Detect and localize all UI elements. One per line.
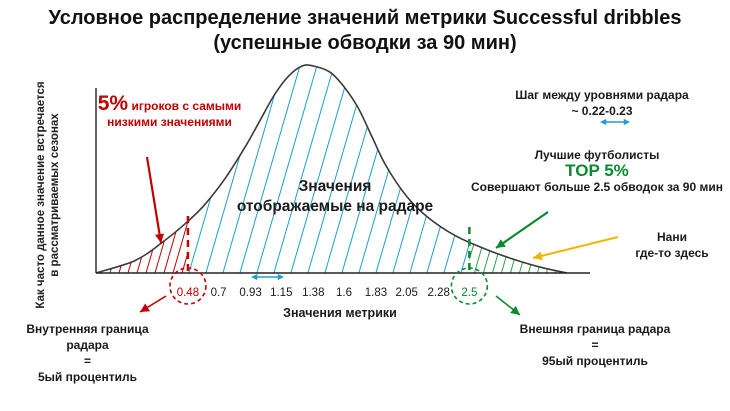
main-hatch-line (290, 65, 352, 273)
main-hatch-line (2, 66, 62, 273)
top-players-arrow (495, 211, 549, 249)
main-region (0, 65, 470, 273)
main-hatch-line (307, 65, 369, 273)
step-annotation: Шаг между уровнями радара ~ 0.22-0.23 (502, 87, 702, 119)
main-hatch-line (0, 66, 28, 273)
x-axis-label: Значения метрики (283, 306, 397, 320)
x-tick-label: 2.05 (396, 287, 418, 299)
top-hatch-line (276, 66, 336, 273)
top-hatch-line (348, 66, 408, 273)
player-location: где-то здесь (635, 246, 709, 260)
low-percent-arrow (145, 156, 163, 244)
x-tick-label: 1.38 (302, 287, 324, 299)
x-tick-labels: 0.48 0.7 0.93 1.15 1.38 1.6 1.83 2.05 2.28 2.5 (177, 287, 478, 299)
outer-bound-3: 95ый процентиль (542, 354, 648, 368)
low-hatch-line (11, 66, 71, 273)
upper-bound-circle (450, 267, 489, 305)
arrow-head (600, 118, 607, 126)
arrow-head (510, 305, 520, 315)
low-hatch-line (0, 66, 35, 273)
top-players-3: Совершают больше 2.5 обводок за 90 мин (471, 180, 723, 194)
top-players-2: TOP 5% (565, 161, 629, 180)
top-hatch-line (330, 66, 390, 273)
x-tick-label: 0.48 (177, 287, 199, 299)
arrow-head (533, 251, 543, 261)
player-annotation: Нани где-то здесь (622, 229, 722, 261)
top-hatch-line (258, 66, 318, 273)
inner-bound-1: Внутренняя граница радара (26, 322, 149, 352)
x-tick-label: 2.5 (461, 287, 477, 299)
top-hatch-line (267, 66, 327, 273)
low-percent-text-2: низкими значениями (107, 115, 232, 129)
main-region-hatch (0, 65, 470, 273)
chart-title-line1: Условное распределение значений метрики … (48, 7, 682, 29)
arrow-head (623, 118, 630, 126)
low-hatch-line (163, 65, 188, 273)
low-hatch-line (0, 66, 53, 273)
step-annotation-2: ~ 0.22-0.23 (571, 104, 633, 118)
main-hatch-line (256, 65, 318, 273)
top-hatch-line (285, 66, 345, 273)
outer-bound-1: Внешняя граница радара (519, 322, 671, 336)
arrow-head (277, 273, 284, 281)
radar-values-label-2: отображаемые на радаре (236, 198, 434, 215)
top-hatch-line (366, 66, 426, 273)
lower-bound-circle (169, 267, 207, 305)
main-hatch-line (375, 65, 437, 273)
x-tick-label: 0.7 (211, 287, 227, 299)
arrow-head (140, 303, 150, 312)
inner-bound-annotation: Внутренняя граница радара = 5ый проценти… (5, 321, 170, 385)
main-hatch-line (239, 65, 301, 273)
low-hatch-line (0, 66, 17, 273)
top-players-annotation: Лучшие футболисты TOP 5% Совершают больш… (462, 147, 730, 195)
arrow-head (496, 239, 506, 248)
radar-values-label: Значения отображаемые на радаре (205, 177, 465, 217)
inner-bound-3: 5ый процентиль (37, 370, 138, 384)
low-percent-annotation: 5% игроков с самыми низкими значениями (82, 93, 257, 130)
x-tick-label: 1.15 (270, 287, 292, 299)
main-hatch-line (19, 66, 79, 273)
main-hatch-line (409, 65, 470, 273)
x-tick-label: 1.6 (336, 287, 352, 299)
radar-values-label-1: Значения (298, 178, 372, 195)
low-percent-value: 5% (97, 92, 129, 115)
player-arrow (532, 236, 619, 259)
x-tick-label: 0.93 (239, 287, 261, 299)
low-percent-text-1: игроков с самыми (131, 99, 242, 113)
main-hatch-line (222, 65, 284, 273)
arrow-head (251, 273, 258, 281)
chart-title-line2: (успешные обводки за 90 мин) (213, 32, 517, 54)
main-hatch-line (443, 65, 470, 273)
low-hatch-line (0, 66, 26, 273)
main-hatch-line (392, 65, 454, 273)
main-hatch-line (0, 66, 45, 273)
low-hatch-line (20, 66, 80, 273)
player-name: Нани (657, 230, 687, 244)
low-hatch-line (172, 65, 188, 273)
outer-bound-annotation: Внешняя граница радара = 95ый процентиль (510, 321, 680, 369)
annotation-arrows (139, 118, 630, 316)
low-hatch-line (2, 66, 62, 273)
arrow-head (155, 233, 165, 243)
main-hatch-line (324, 65, 386, 273)
x-tick-label: 1.83 (365, 287, 387, 299)
main-hatch-line (273, 65, 335, 273)
low-hatch-line (29, 66, 89, 273)
chart-title: Условное распределение значений метрики … (0, 6, 730, 56)
top-players-1: Лучшие футболисты (534, 148, 660, 162)
top-hatch-line (339, 66, 399, 273)
outer-bound-2: = (591, 338, 599, 352)
step-annotation-1: Шаг между уровнями радара (515, 88, 689, 102)
distribution-curve (95, 64, 568, 274)
inner-bound-2: = (83, 354, 91, 368)
x-tick-label: 2.28 (428, 287, 450, 299)
low-hatch-line (0, 66, 44, 273)
low-hatch-line (0, 66, 8, 273)
